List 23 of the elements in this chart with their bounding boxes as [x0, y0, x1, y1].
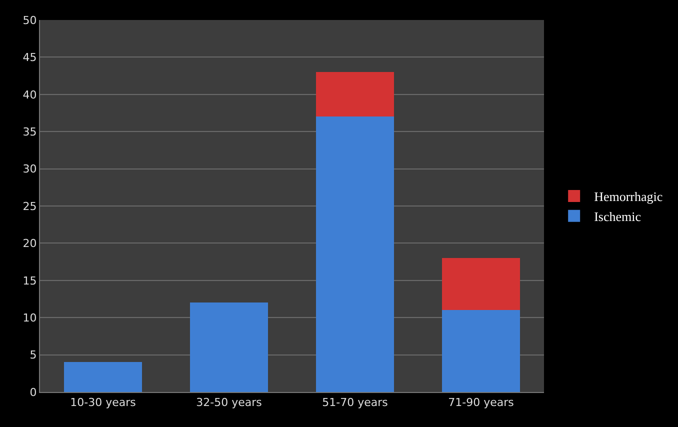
y-tick-label: 30	[22, 162, 37, 176]
bar	[64, 362, 142, 392]
y-tick-label: 20	[22, 237, 37, 250]
legend-label: Hemorrhagic	[594, 189, 663, 204]
bar	[442, 310, 520, 392]
y-tick-label: 35	[22, 125, 37, 138]
y-tick-label: 10	[22, 311, 37, 324]
bar	[316, 72, 394, 117]
y-tick-label: 15	[22, 274, 37, 288]
y-tick-label: 40	[22, 88, 37, 102]
bar	[442, 258, 520, 310]
y-tick-label: 0	[30, 386, 37, 399]
y-tick-label: 25	[22, 200, 37, 213]
bar	[190, 302, 268, 392]
legend-label: Ischemic	[594, 208, 642, 224]
y-tick-label: 50	[22, 14, 37, 27]
y-tick-label: 5	[30, 348, 37, 362]
x-tick-label: 32-50 years	[196, 396, 262, 410]
x-tick-label: 51-70 years	[322, 396, 388, 410]
y-tick-label: 45	[22, 51, 37, 64]
x-tick-label: 71-90 years	[448, 396, 514, 410]
x-tick-label: 10-30 years	[70, 396, 136, 410]
bar	[316, 116, 394, 392]
